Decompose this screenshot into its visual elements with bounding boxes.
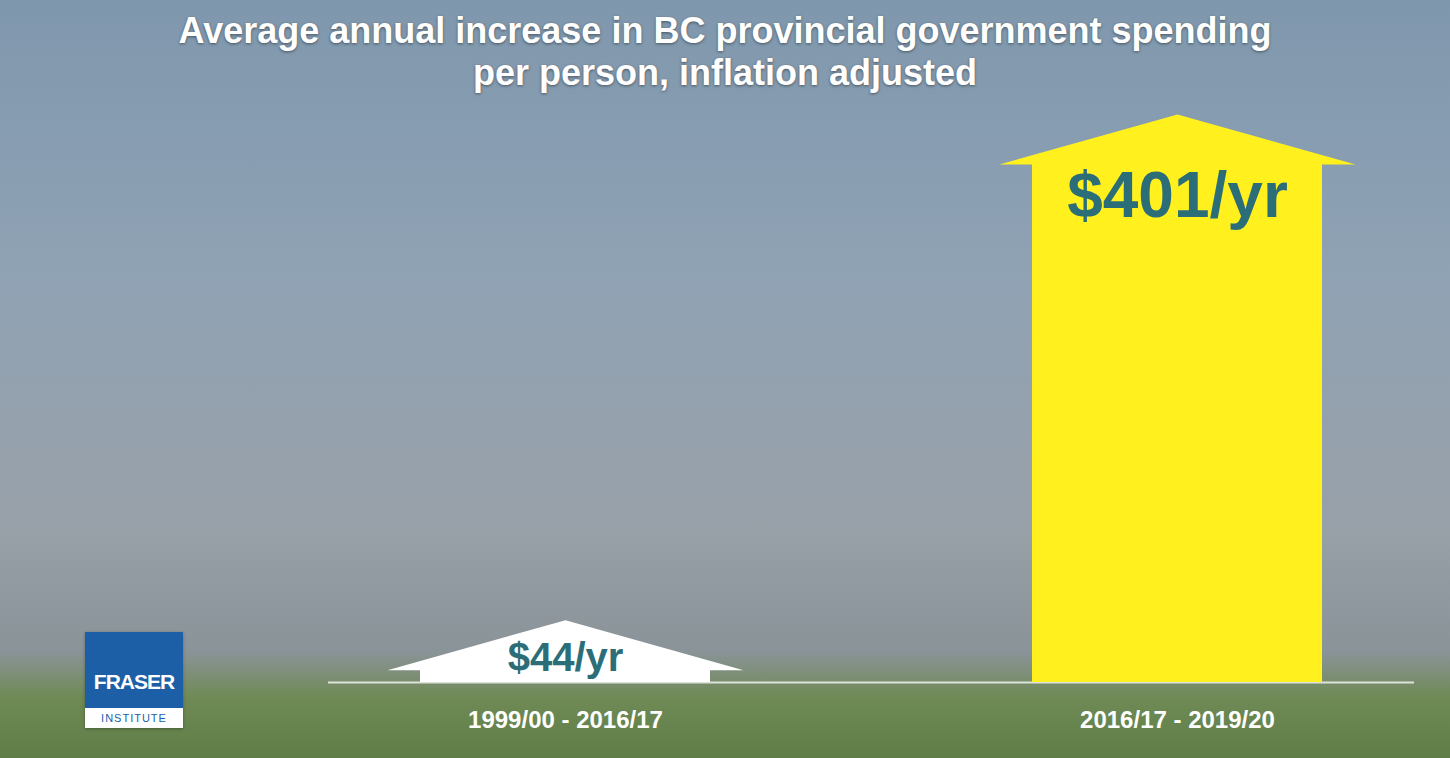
html-text:INSTITUTE: INSTITUTE (101, 712, 167, 724)
svg-text:$401/yr: $401/yr (1067, 159, 1288, 231)
svg-text:$44/yr: $44/yr (508, 635, 624, 679)
svg-text:1999/00 - 2016/17: 1999/00 - 2016/17 (468, 706, 663, 733)
html-text:Average annual increase in BC: Average annual increase in BC provincial… (178, 10, 1272, 93)
html-text:FRASER: FRASER (93, 670, 175, 693)
svg-text:2016/17 - 2019/20: 2016/17 - 2019/20 (1080, 706, 1275, 733)
